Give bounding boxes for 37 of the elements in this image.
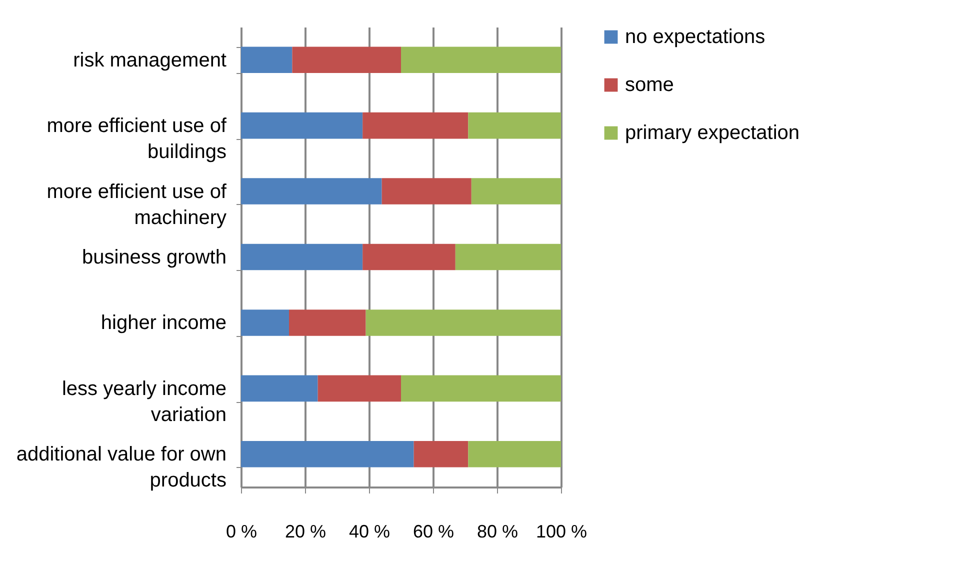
bar [241, 112, 363, 139]
bar [455, 244, 561, 270]
x-tick-label: 80 % [476, 522, 518, 542]
bar [241, 375, 318, 402]
y-tick-label: less yearly income variation [62, 378, 226, 426]
bar [468, 441, 561, 468]
legend-label: no expectations [625, 26, 766, 48]
bar [241, 441, 414, 468]
bar [241, 46, 292, 73]
y-tick-label: risk management [73, 49, 227, 72]
bar [471, 178, 561, 204]
legend-label: primary expectation [625, 122, 800, 144]
bar [382, 178, 472, 204]
y-tick-label: business growth [82, 246, 226, 268]
bar [468, 112, 561, 139]
x-tick-label: 0 % [226, 522, 258, 542]
x-tick-label: 40 % [348, 522, 390, 542]
bar [241, 310, 289, 336]
bar [414, 441, 468, 468]
bar [401, 375, 561, 402]
bar [241, 244, 363, 270]
y-tick-label: higher income [100, 312, 226, 334]
bar [289, 310, 366, 336]
x-tick-label: 100 % [536, 522, 588, 542]
bar [362, 244, 456, 270]
bar [318, 375, 401, 402]
y-tick-label: more efficient use of buildings [46, 115, 227, 164]
bar [366, 310, 561, 336]
bar [362, 112, 468, 139]
bar [292, 46, 401, 73]
y-tick-label: additional value for own products [16, 444, 226, 492]
bar [401, 46, 561, 73]
bar [241, 178, 382, 204]
y-tick-label: more efficient use of machinery [46, 180, 227, 229]
legend-label: some [625, 74, 674, 96]
x-tick-label: 20 % [284, 522, 326, 542]
x-tick-label: 60 % [412, 522, 454, 542]
